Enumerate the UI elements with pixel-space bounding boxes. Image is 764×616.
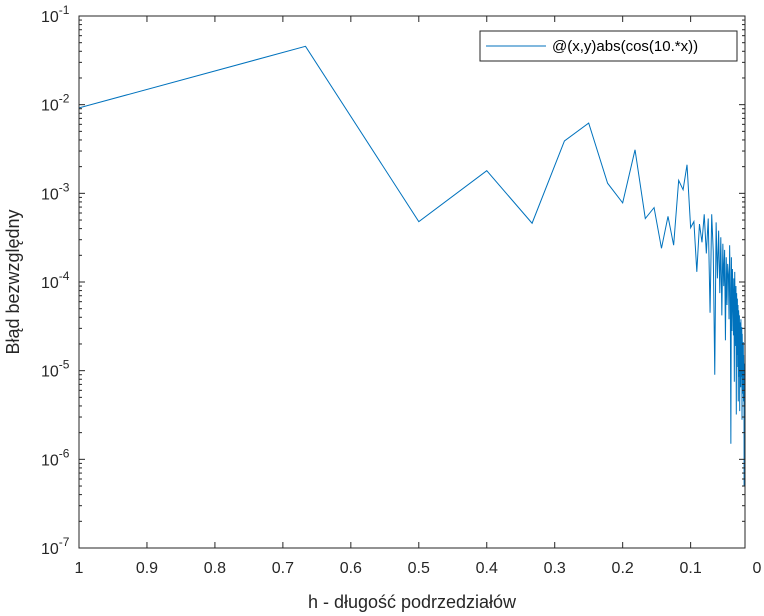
y-tick-label: 10-2 bbox=[41, 92, 70, 115]
x-tick-label: 1 bbox=[75, 560, 84, 577]
legend: @(x,y)abs(cos(10.*x)) bbox=[479, 30, 738, 62]
x-tick-label: 0.2 bbox=[612, 560, 634, 577]
x-tick-label: 0.7 bbox=[272, 560, 294, 577]
y-tick-label: 10-7 bbox=[41, 535, 70, 558]
data-layer bbox=[79, 45, 745, 487]
y-tick-label: 10-3 bbox=[41, 180, 70, 203]
y-tick-label: 10-6 bbox=[41, 446, 70, 469]
x-tick-label: 0.6 bbox=[340, 560, 362, 577]
x-tick-label: 0.8 bbox=[204, 560, 226, 577]
x-tick-label: 0.9 bbox=[136, 560, 158, 577]
y-tick-label: 10-5 bbox=[41, 358, 70, 381]
x-tick-label: 0.3 bbox=[544, 560, 566, 577]
y-axis-label: Błąd bezwzględny bbox=[3, 209, 23, 354]
x-tick-label: 0.5 bbox=[408, 560, 430, 577]
series-line-0 bbox=[79, 45, 745, 487]
plot-area bbox=[79, 16, 745, 548]
legend-label: @(x,y)abs(cos(10.*x)) bbox=[552, 38, 698, 55]
y-tick-label: 10-4 bbox=[41, 269, 70, 292]
x-tick-label: 0 bbox=[753, 560, 762, 577]
x-tick-label: 0.4 bbox=[476, 560, 498, 577]
x-axis-label: h - długość podrzedziałów bbox=[308, 592, 517, 612]
y-tick-label: 10-1 bbox=[41, 3, 70, 26]
axes-layer: 1 0.9 0.8 0.7 0.6 0.5 0.4 0.3 0.2 0.1 0 10-7 10-6 10-… bbox=[41, 3, 762, 577]
x-tick-label: 0.1 bbox=[680, 560, 702, 577]
plot-background bbox=[79, 16, 745, 548]
